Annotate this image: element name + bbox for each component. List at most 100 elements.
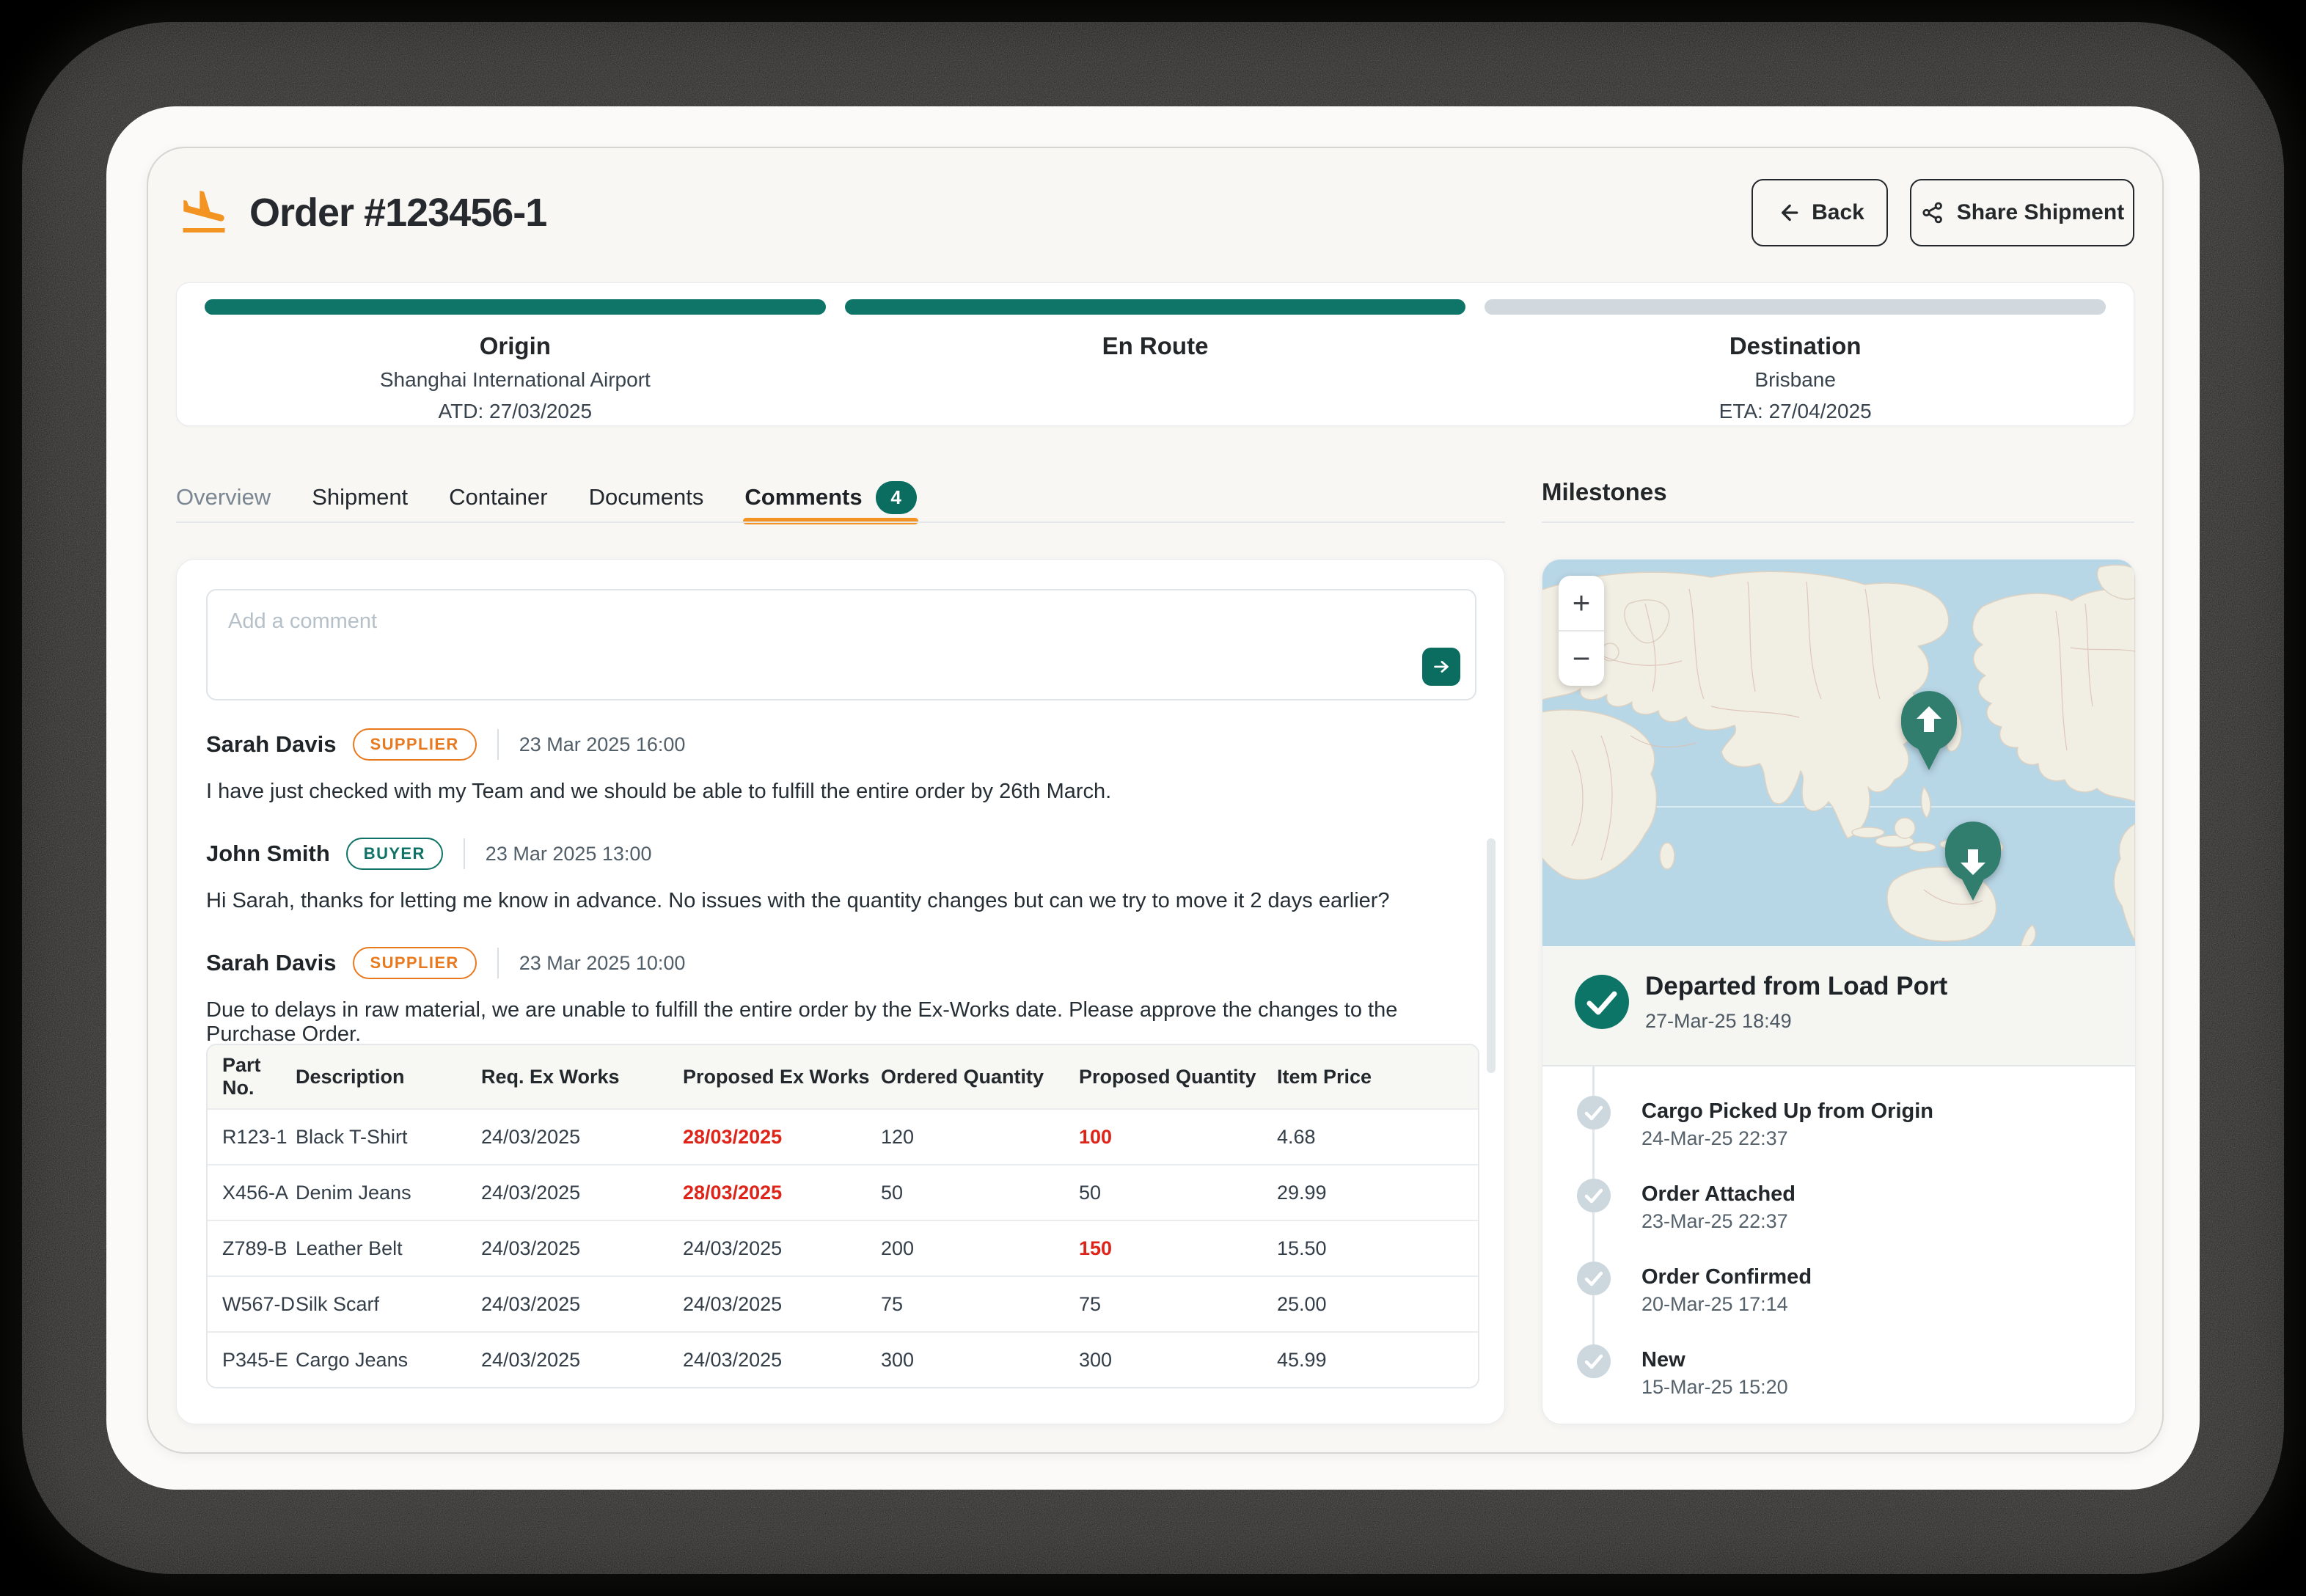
column-header-proposed-quantity: Proposed Quantity <box>1079 1045 1277 1109</box>
cell-ordered-quantity: 75 <box>881 1275 1079 1332</box>
cell-part-no: R123-1 <box>208 1108 296 1165</box>
destination-pin[interactable] <box>1945 821 2001 901</box>
app-window: Order #123456-1 Back Share Shipment Orig… <box>147 147 2164 1454</box>
role-badge-supplier: SUPPLIER <box>352 728 477 761</box>
back-button-label: Back <box>1812 200 1864 224</box>
shipment-progress-card: Origin Shanghai International Airport ATD:… <box>176 282 2134 426</box>
progress-segment-destination <box>1485 299 2106 315</box>
current-milestone-title: Departed from Load Port <box>1645 972 1948 1000</box>
progress-stage-labels: Origin Shanghai International Airport ATD:… <box>205 315 2106 423</box>
cell-proposed-quantity: 100 <box>1079 1108 1277 1165</box>
progress-segment-origin <box>205 299 826 315</box>
milestone-title: Order Confirmed <box>1641 1265 1812 1289</box>
tab-shipment[interactable]: Shipment <box>312 480 408 515</box>
milestone-time: 24-Mar-25 22:37 <box>1641 1127 1788 1149</box>
milestone-check-icon <box>1575 975 1629 1029</box>
share-shipment-button[interactable]: Share Shipment <box>1910 179 2134 246</box>
cell-proposed-quantity: 75 <box>1079 1275 1277 1332</box>
share-shipment-label: Share Shipment <box>1956 200 2125 224</box>
cell-req-ex-works: 24/03/2025 <box>481 1220 683 1276</box>
milestone-time: 15-Mar-25 15:20 <box>1641 1376 1788 1398</box>
send-comment-button[interactable] <box>1422 648 1460 686</box>
milestone-time: 20-Mar-25 17:14 <box>1641 1293 1788 1315</box>
stage-label: En Route <box>1102 332 1209 359</box>
table-row: R123-1 Black T-Shirt 24/03/2025 28/03/2025 1… <box>208 1108 1478 1165</box>
cell-item-price: 45.99 <box>1277 1331 1478 1387</box>
stage-date: ETA: 27/04/2025 <box>1718 400 1872 422</box>
comments-count-badge: 4 <box>875 480 917 514</box>
cell-ordered-quantity: 50 <box>881 1164 1079 1220</box>
cell-proposed-ex-works: 28/03/2025 <box>683 1164 881 1220</box>
comment-timestamp: 23 Mar 2025 10:00 <box>519 951 686 974</box>
column-header-ordered-quantity: Ordered Quantity <box>881 1045 1079 1109</box>
comment-author: Sarah Davis <box>206 950 337 975</box>
column-header-part-no: Part No. <box>208 1045 296 1109</box>
milestone-check-icon <box>1577 1179 1611 1212</box>
arrow-down-icon <box>1961 849 1985 875</box>
role-badge-supplier: SUPPLIER <box>352 947 477 979</box>
comment-input-box <box>206 589 1476 700</box>
tab-label: Comments <box>744 484 863 510</box>
comment-input[interactable] <box>208 590 1475 699</box>
cell-req-ex-works: 24/03/2025 <box>481 1108 683 1165</box>
tab-label: Container <box>449 484 548 510</box>
comment: Sarah Davis SUPPLIER 23 Mar 2025 16:00 I ha… <box>206 728 1475 804</box>
milestone-check-icon <box>1577 1262 1611 1295</box>
comment-message: Due to delays in raw material, we are un… <box>206 998 1398 1046</box>
stage-label: Destination <box>1729 332 1862 359</box>
tab-container[interactable]: Container <box>449 480 547 515</box>
milestone-check-icon <box>1577 1096 1611 1130</box>
milestone-title: Order Attached <box>1641 1182 1796 1206</box>
cell-description: Denim Jeans <box>296 1164 481 1220</box>
cell-proposed-quantity: 150 <box>1079 1220 1277 1276</box>
cell-ordered-quantity: 300 <box>881 1331 1079 1387</box>
cell-part-no: Z789-B <box>208 1220 296 1276</box>
cell-proposed-quantity: 50 <box>1079 1164 1277 1220</box>
tab-overview[interactable]: Overview <box>176 480 271 515</box>
origin-pin[interactable] <box>1901 691 1957 770</box>
progress-stage-origin: Origin Shanghai International Airport ATD:… <box>205 315 826 423</box>
table-header-row: Part No. Description Req. Ex Works Proposed… <box>208 1045 1478 1109</box>
milestone-title: New <box>1641 1348 1685 1372</box>
cell-item-price: 25.00 <box>1277 1275 1478 1332</box>
table-row: P345-E Cargo Jeans 24/03/2025 24/03/2025 300… <box>208 1331 1478 1387</box>
comment-separator <box>497 729 499 760</box>
cell-item-price: 15.50 <box>1277 1220 1478 1276</box>
comments-scrollbar[interactable] <box>1487 838 1496 1073</box>
comment-author: Sarah Davis <box>206 731 337 757</box>
comment-timestamp: 23 Mar 2025 13:00 <box>485 842 652 865</box>
comment-separator <box>463 838 465 869</box>
comment-header: Sarah Davis SUPPLIER 23 Mar 2025 16:00 <box>206 728 1475 761</box>
milestones-divider <box>1542 521 2134 523</box>
zoom-out-button[interactable]: − <box>1572 641 1591 676</box>
table-row: Z789-B Leather Belt 24/03/2025 24/03/2025 20… <box>208 1220 1478 1276</box>
tab-bar: Overview Shipment Container Documents Commen… <box>176 480 1505 524</box>
arrow-right-icon <box>1434 661 1449 673</box>
arrow-left-icon <box>1782 204 1798 222</box>
shipment-map[interactable]: + − <box>1542 560 2135 946</box>
zoom-in-button[interactable]: + <box>1572 585 1591 620</box>
progress-bars <box>205 299 2106 315</box>
column-header-proposed-ex-works: Proposed Ex Works <box>683 1045 881 1109</box>
screen: Order #123456-1 Back Share Shipment Orig… <box>106 106 2200 1490</box>
comment: John Smith BUYER 23 Mar 2025 13:00 Hi Sarah… <box>206 838 1475 913</box>
cell-part-no: X456-A <box>208 1164 296 1220</box>
cell-description: Cargo Jeans <box>296 1331 481 1387</box>
cell-req-ex-works: 24/03/2025 <box>481 1275 683 1332</box>
back-button[interactable]: Back <box>1752 179 1888 246</box>
cell-description: Leather Belt <box>296 1220 481 1276</box>
tab-label: Shipment <box>312 484 409 510</box>
cell-item-price: 4.68 <box>1277 1108 1478 1165</box>
zoom-control-divider <box>1559 630 1604 632</box>
milestones-heading: Milestones <box>1542 478 1667 505</box>
comment-header: Sarah Davis SUPPLIER 23 Mar 2025 10:00 <box>206 947 1475 979</box>
share-icon <box>1922 202 1942 224</box>
comment: Sarah Davis SUPPLIER 23 Mar 2025 10:00 Due … <box>206 947 1475 1047</box>
tab-comments[interactable]: Comments 4 <box>743 480 918 524</box>
comment-timestamp: 23 Mar 2025 16:00 <box>519 733 686 755</box>
page-title: Order #123456-1 <box>249 191 547 235</box>
milestone-check-icon <box>1577 1344 1611 1378</box>
tab-documents[interactable]: Documents <box>589 480 704 515</box>
current-milestone <box>1542 946 2135 1066</box>
stage-location: Shanghai International Airport <box>379 368 651 391</box>
